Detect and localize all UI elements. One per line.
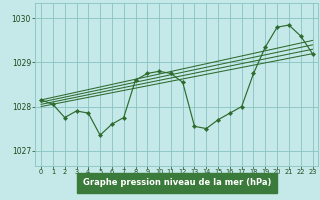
X-axis label: Graphe pression niveau de la mer (hPa): Graphe pression niveau de la mer (hPa) (83, 178, 271, 187)
